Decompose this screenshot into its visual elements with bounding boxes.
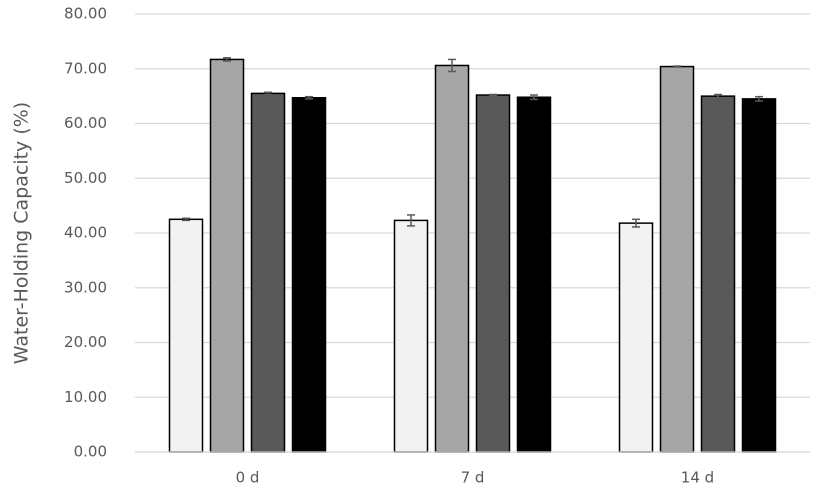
y-tick-label: 60.00	[64, 114, 107, 132]
bar	[618, 222, 654, 453]
bar	[209, 58, 245, 453]
error-bar	[489, 93, 497, 97]
bar	[741, 98, 777, 453]
bar	[250, 92, 286, 453]
y-tick-label: 40.00	[64, 224, 107, 242]
error-bar	[305, 95, 313, 100]
bar	[659, 65, 695, 453]
error-bar	[448, 58, 456, 73]
error-bar	[755, 95, 763, 102]
bar	[516, 96, 552, 453]
y-tick-label: 30.00	[64, 278, 107, 296]
y-tick-label: 80.00	[64, 5, 107, 23]
y-tick-label: 10.00	[64, 388, 107, 406]
error-bar	[223, 57, 231, 62]
bar	[291, 97, 327, 453]
bar	[700, 95, 736, 453]
y-tick-label: 20.00	[64, 333, 107, 351]
bar	[475, 94, 511, 453]
bar	[434, 64, 470, 453]
y-axis-label: Water-Holding Capacity (%)	[11, 102, 33, 364]
bar	[168, 218, 204, 453]
error-bar	[714, 93, 722, 99]
bar	[393, 219, 429, 453]
error-bar	[673, 65, 681, 68]
y-tick-label: 0.00	[74, 443, 107, 461]
error-bar	[530, 94, 538, 101]
x-tick-label: 7 d	[461, 469, 485, 487]
error-bar	[182, 217, 190, 222]
y-tick-label: 70.00	[64, 59, 107, 77]
y-tick-label: 50.00	[64, 169, 107, 187]
error-bar	[632, 218, 640, 228]
error-bar	[407, 214, 415, 227]
x-tick-label: 14 d	[681, 469, 714, 487]
x-tick-label: 0 d	[236, 469, 260, 487]
error-bar	[264, 91, 272, 96]
